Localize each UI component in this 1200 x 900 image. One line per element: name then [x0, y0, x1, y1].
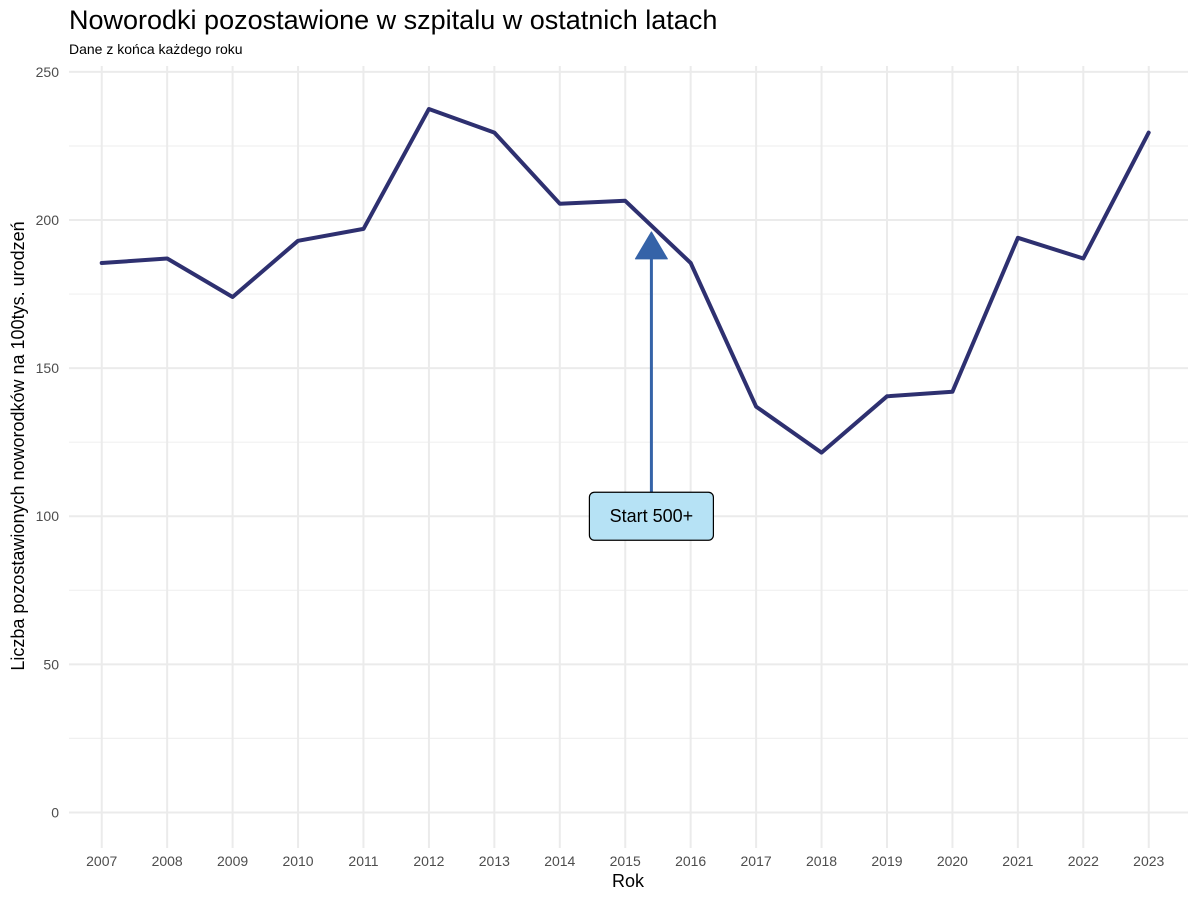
y-tick-label: 150	[36, 360, 60, 376]
y-tick-label: 250	[36, 64, 60, 80]
x-tick-label: 2022	[1068, 853, 1099, 869]
x-axis-ticks: 2007 2008 2009 2010 2011 2012 2013 2014 2015 2016…	[86, 853, 1164, 869]
data-point	[1148, 132, 1150, 134]
x-tick-label: 2013	[479, 853, 510, 869]
series-group	[99, 107, 1151, 455]
data-point	[1082, 258, 1084, 260]
annotation: Start 500+	[588, 231, 715, 541]
x-tick-label: 2023	[1133, 853, 1164, 869]
x-tick-label: 2014	[544, 853, 575, 869]
x-tick-label: 2011	[348, 853, 378, 869]
x-tick-label: 2020	[937, 853, 968, 869]
chart-subtitle: Dane z końca każdego roku	[69, 41, 243, 57]
data-point	[101, 262, 103, 264]
x-tick-label: 2015	[610, 853, 641, 869]
y-axis-title: Liczba pozostawionych noworodków na 100t…	[8, 221, 28, 670]
x-tick-label: 2010	[282, 853, 313, 869]
data-point	[166, 258, 168, 260]
data-point	[821, 452, 823, 454]
data-point	[690, 262, 692, 264]
minor-gridlines	[69, 145, 1188, 740]
data-point	[493, 132, 495, 134]
annotation-arrow-head	[634, 231, 668, 260]
data-point	[886, 395, 888, 397]
y-tick-label: 50	[43, 656, 59, 672]
data-point	[232, 296, 234, 298]
chart-title: Noworodki pozostawione w szpitalu w osta…	[69, 5, 718, 35]
data-point	[362, 228, 364, 230]
y-axis-ticks: 0 50 100 150 200 250	[36, 64, 60, 821]
annotation-label-box	[588, 491, 715, 541]
x-tick-label: 2018	[806, 853, 837, 869]
x-axis-title: Rok	[612, 871, 645, 891]
x-tick-label: 2019	[871, 853, 902, 869]
major-gridlines	[69, 66, 1188, 848]
x-tick-label: 2009	[217, 853, 248, 869]
x-tick-label: 2017	[741, 853, 772, 869]
x-tick-label: 2008	[152, 853, 183, 869]
data-point	[755, 406, 757, 408]
x-tick-label: 2016	[675, 853, 706, 869]
x-tick-label: 2012	[413, 853, 444, 869]
y-tick-label: 0	[51, 804, 59, 820]
data-point	[951, 391, 953, 393]
y-tick-label: 200	[36, 212, 60, 228]
data-point	[1017, 237, 1019, 239]
data-point	[624, 200, 626, 202]
x-tick-label: 2007	[86, 853, 117, 869]
y-tick-label: 100	[36, 508, 60, 524]
data-point	[428, 108, 430, 110]
annotation-label: Start 500+	[610, 506, 694, 526]
data-point	[559, 203, 561, 205]
data-point	[297, 240, 299, 242]
x-tick-label: 2021	[1002, 853, 1033, 869]
